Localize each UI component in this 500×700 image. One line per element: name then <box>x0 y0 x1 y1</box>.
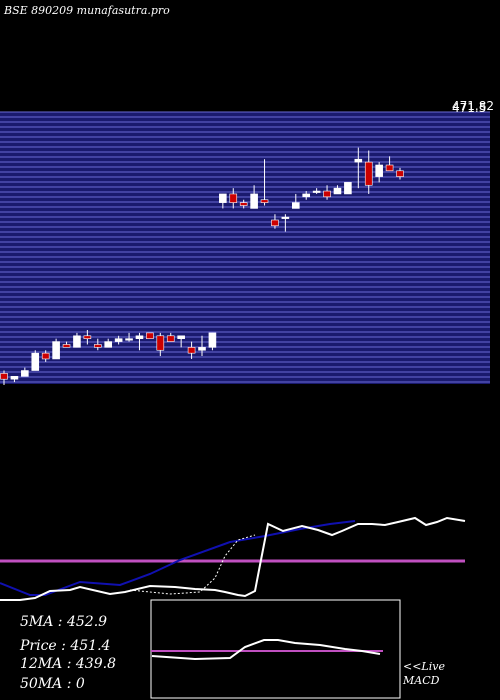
candle-down <box>166 335 175 342</box>
macd-label: <<Live MACD <box>403 660 445 687</box>
candle-up <box>21 370 29 377</box>
candle-up <box>312 190 321 193</box>
candle-up <box>344 182 352 195</box>
candle-up <box>281 216 290 219</box>
candle-down <box>62 344 71 348</box>
candle-up <box>10 376 19 380</box>
candle-up <box>177 335 185 339</box>
ma-dotted-line <box>129 534 256 595</box>
candle-down <box>239 202 248 206</box>
candle-up <box>114 338 123 342</box>
candle-up <box>250 193 258 209</box>
candle-up <box>198 347 206 351</box>
price-axis-top-label-back: 471.5 <box>452 101 486 115</box>
candle-down <box>0 373 8 380</box>
candle-down <box>396 170 404 177</box>
candle-down <box>385 164 394 172</box>
candle-down <box>260 199 269 203</box>
candle-up <box>125 338 133 341</box>
candle-up <box>333 187 342 195</box>
macd-line <box>151 639 381 661</box>
candle-up <box>52 341 60 360</box>
chart-title: BSE 890209 munafasutra.pro <box>4 4 170 17</box>
candle-up <box>375 164 383 177</box>
candle-down <box>93 344 102 348</box>
candle-up <box>302 193 311 198</box>
candle-down <box>229 193 238 203</box>
candle-up <box>208 332 217 348</box>
candle-down <box>364 161 373 186</box>
candle-down <box>41 352 50 360</box>
price-line <box>0 516 466 601</box>
ma-blue-line <box>0 520 356 596</box>
stat-50ma: 50MA : 0 <box>20 676 85 692</box>
candle-up <box>73 335 81 348</box>
candle-up <box>219 193 227 203</box>
candle-up <box>291 202 300 209</box>
stat-price: Price : 451.4 <box>20 638 111 654</box>
stat-12ma: 12MA : 439.8 <box>20 656 116 672</box>
candle-down <box>187 347 196 354</box>
stat-5ma: 5MA : 452.9 <box>20 614 108 630</box>
candle-up <box>104 341 113 348</box>
candle-up <box>31 352 40 371</box>
candle-down <box>83 335 92 339</box>
candle-down <box>271 219 279 227</box>
macd-panel <box>150 599 401 699</box>
candle-up <box>354 158 363 163</box>
price-axis-top-label: 471.82 <box>452 99 494 113</box>
candle-down <box>323 190 331 198</box>
candle-down <box>156 335 165 351</box>
candle-down <box>146 332 154 339</box>
candle-up <box>135 335 144 339</box>
